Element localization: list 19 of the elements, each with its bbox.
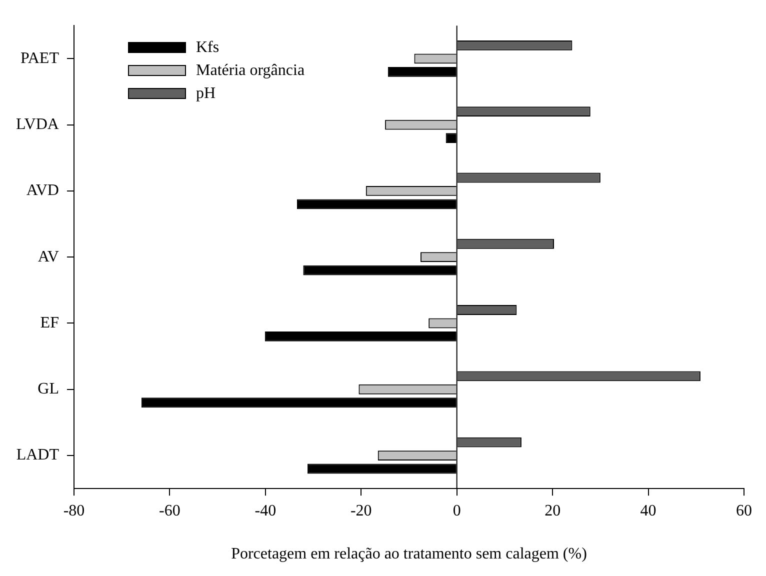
x-tick-label: 20: [544, 502, 561, 520]
x-tick-label: 0: [452, 502, 461, 520]
x-tick-label: -60: [159, 502, 180, 520]
y-tick-label: AVD: [26, 182, 59, 200]
y-tick-label: EF: [40, 314, 60, 332]
y-tick-label: AV: [38, 248, 60, 266]
y-tick-label: LADT: [16, 446, 60, 464]
x-tick-label: -40: [254, 502, 276, 520]
x-tick-label: -20: [350, 502, 372, 520]
legend-label: Matéria orgância: [196, 61, 305, 81]
x-tick-label: 60: [736, 502, 752, 520]
x-tick-label: -80: [63, 502, 85, 520]
y-tick-label: LVDA: [16, 116, 60, 134]
x-axis-title: Porcetagem em relação ao tratamento sem calagem (%): [231, 546, 587, 563]
y-tick-label: PAET: [20, 50, 60, 67]
legend-label: pH: [196, 84, 216, 104]
legend-label: Kfs: [196, 38, 220, 58]
x-tick-label: 40: [640, 502, 656, 520]
y-tick-label: GL: [38, 380, 59, 398]
